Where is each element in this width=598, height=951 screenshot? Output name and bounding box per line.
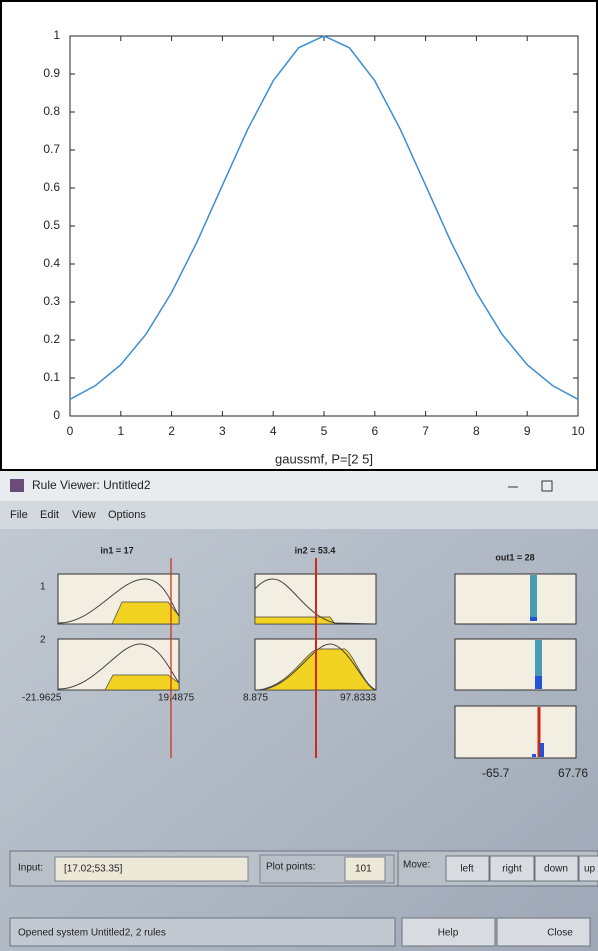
range-label: -65.7 — [482, 766, 510, 780]
x-tick-label: 6 — [371, 424, 378, 438]
button-label: up — [584, 864, 596, 875]
input-value: [17.02;53.35] — [64, 864, 123, 875]
move-label: Move: — [403, 860, 430, 871]
page: gaussmf, P=[2 5] 0 1 2 3 4 5 6 7 8 9 10 0 0.1 0.2 0.3 0… — [0, 0, 598, 951]
output-plot — [455, 639, 576, 690]
range-label: -21.9625 — [22, 693, 62, 704]
menu-item[interactable]: View — [72, 509, 96, 521]
y-tick-label: 0.1 — [43, 370, 60, 384]
y-tick-label: 0.5 — [43, 218, 60, 232]
rule-number: 2 — [40, 635, 46, 646]
rule-number: 1 — [40, 582, 46, 593]
plot-points-label: Plot points: — [266, 862, 315, 873]
output-plot — [455, 574, 576, 624]
chart-frame — [1, 1, 597, 470]
y-tick-label: 0.3 — [43, 294, 60, 308]
range-label: 8.875 — [243, 693, 268, 704]
rule-viewer-window: Rule Viewer: Untitled2 File Edit View Op… — [0, 471, 598, 951]
window-title: Rule Viewer: Untitled2 — [32, 478, 151, 492]
y-tick-label: 0.4 — [43, 256, 60, 270]
app-icon — [10, 479, 24, 492]
output-bar — [530, 617, 537, 621]
x-tick-label: 9 — [524, 424, 531, 438]
x-tick-label: 0 — [67, 424, 74, 438]
button[interactable] — [497, 918, 590, 946]
output-bar — [532, 754, 536, 757]
menu-item[interactable]: File — [10, 509, 28, 521]
button-label: left — [460, 864, 474, 875]
y-tick-label: 1 — [53, 28, 60, 42]
range-label: 67.76 — [558, 766, 588, 780]
menu-item[interactable]: Options — [108, 509, 146, 521]
chart: gaussmf, P=[2 5] 0 1 2 3 4 5 6 7 8 9 10 0 0.1 0.2 0.3 0… — [0, 0, 598, 471]
button-label: down — [544, 864, 568, 875]
output-bar — [535, 676, 542, 689]
x-tick-label: 7 — [422, 424, 429, 438]
x-tick-label: 2 — [168, 424, 175, 438]
x-tick-label: 10 — [571, 424, 585, 438]
output-bar — [530, 575, 537, 617]
y-tick-label: 0.9 — [43, 66, 60, 80]
button-label: Help — [438, 928, 459, 939]
button-label: right — [502, 864, 522, 875]
y-tick-label: 0.8 — [43, 104, 60, 118]
column-header: out1 = 28 — [495, 552, 534, 562]
x-tick-label: 1 — [117, 424, 124, 438]
output-bar — [535, 640, 542, 676]
x-axis-label: gaussmf, P=[2 5] — [275, 451, 373, 466]
range-label: 97.8333 — [340, 693, 377, 704]
input-label: Input: — [18, 863, 43, 874]
button-label: Close — [547, 928, 573, 939]
x-tick-label: 4 — [270, 424, 277, 438]
x-tick-label: 3 — [219, 424, 226, 438]
output-plot — [455, 706, 576, 758]
x-tick-label: 5 — [321, 424, 328, 438]
y-tick-label: 0.6 — [43, 180, 60, 194]
plot-points-value: 101 — [355, 864, 372, 875]
menu-item[interactable]: Edit — [40, 509, 59, 521]
y-tick-label: 0 — [53, 408, 60, 422]
y-tick-label: 0.7 — [43, 142, 60, 156]
y-tick-label: 0.2 — [43, 332, 60, 346]
output-bar — [540, 743, 544, 757]
status-text: Opened system Untitled2, 2 rules — [18, 928, 166, 939]
column-header: in2 = 53.4 — [295, 545, 336, 555]
range-label: 19.4875 — [158, 693, 195, 704]
column-header: in1 = 17 — [100, 545, 133, 555]
x-tick-label: 8 — [473, 424, 480, 438]
